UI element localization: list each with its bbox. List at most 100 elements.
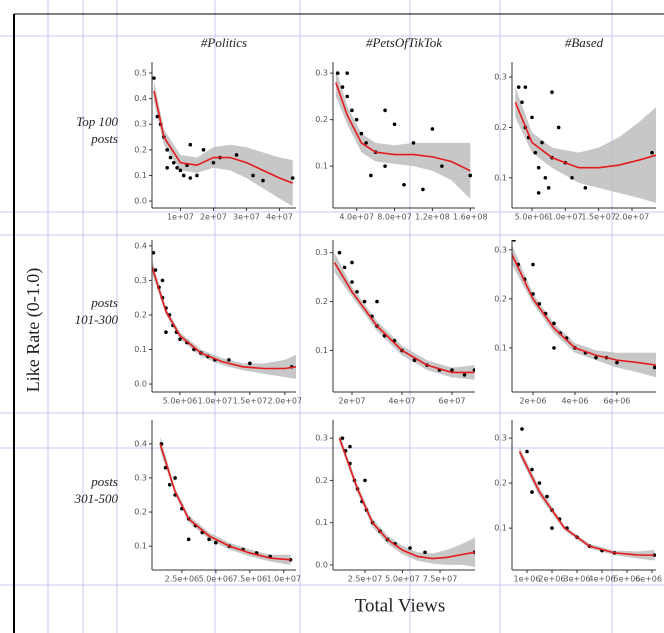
point bbox=[423, 550, 427, 555]
point bbox=[520, 427, 524, 431]
point bbox=[160, 278, 165, 283]
x-tick-label: 7.5e+07 bbox=[423, 575, 458, 584]
x-tick-label: 2e+07 bbox=[339, 397, 366, 406]
panel bbox=[152, 76, 295, 207]
point bbox=[201, 148, 206, 152]
point bbox=[652, 365, 656, 370]
point bbox=[155, 114, 160, 119]
y-tick-label: 0.2 bbox=[494, 123, 507, 132]
row-label: 301-500 bbox=[74, 491, 119, 506]
point bbox=[533, 150, 538, 155]
point bbox=[411, 141, 416, 145]
y-tick-label: 0.1 bbox=[494, 524, 507, 533]
x-tick-label: 2.5e+07 bbox=[348, 575, 383, 584]
point bbox=[540, 140, 544, 145]
y-tick-label: 0.2 bbox=[134, 508, 147, 517]
point bbox=[383, 164, 387, 168]
y-tick-label: 0.1 bbox=[315, 518, 328, 527]
point bbox=[472, 368, 475, 372]
point bbox=[468, 173, 473, 178]
x-tick-label: 6e+06 bbox=[604, 397, 631, 406]
point bbox=[516, 85, 521, 89]
x-tick-label: 2e+07 bbox=[200, 213, 227, 222]
point bbox=[570, 175, 574, 180]
point bbox=[525, 449, 529, 454]
point bbox=[402, 182, 406, 187]
y-tick-label: 0.0 bbox=[134, 197, 147, 206]
panel bbox=[338, 433, 475, 568]
trend-line bbox=[152, 266, 296, 370]
x-tick-label: 2e+06 bbox=[520, 397, 547, 406]
point bbox=[364, 141, 368, 145]
point bbox=[211, 160, 216, 165]
x-tick-label: 5e+06 bbox=[614, 575, 641, 584]
point bbox=[290, 176, 295, 180]
panel bbox=[333, 250, 475, 380]
point bbox=[178, 337, 182, 341]
panel bbox=[518, 427, 656, 561]
x-tick-label: 2.0e+07 bbox=[615, 213, 650, 222]
panel bbox=[335, 68, 473, 199]
point bbox=[383, 108, 387, 113]
x-tick-label: 2e+06 bbox=[539, 575, 566, 584]
point bbox=[583, 186, 588, 190]
x-tick-label: 1e+06 bbox=[514, 575, 541, 584]
point bbox=[345, 94, 350, 99]
point bbox=[408, 546, 412, 550]
x-tick-label: 5.0e+07 bbox=[385, 575, 420, 584]
y-tick-label: 0.2 bbox=[315, 115, 328, 124]
point bbox=[363, 478, 367, 483]
panel bbox=[152, 250, 296, 379]
row-label: 101-300 bbox=[75, 312, 119, 327]
x-tick-label: 4.0e+07 bbox=[339, 213, 374, 222]
point bbox=[359, 131, 364, 136]
row-label: Top 100 bbox=[76, 114, 118, 129]
x-tick-label: 8.0e+07 bbox=[377, 213, 412, 222]
trend-line bbox=[512, 254, 656, 366]
point bbox=[350, 260, 354, 265]
point bbox=[531, 262, 535, 267]
point bbox=[188, 142, 193, 147]
point bbox=[421, 187, 425, 192]
point bbox=[594, 355, 598, 360]
point bbox=[164, 330, 168, 335]
point bbox=[430, 127, 435, 131]
y-axis-label: Like Rate (0-1.0) bbox=[23, 268, 44, 392]
trend-line bbox=[335, 82, 471, 172]
point bbox=[165, 165, 169, 170]
y-tick-label: 0.4 bbox=[134, 241, 147, 250]
confidence-band bbox=[152, 259, 296, 379]
y-tick-label: 0.3 bbox=[315, 69, 328, 78]
point bbox=[171, 160, 176, 165]
point bbox=[462, 373, 467, 377]
trend-line bbox=[514, 101, 656, 169]
point bbox=[512, 240, 516, 242]
panel bbox=[512, 240, 656, 378]
x-tick-label: 1e+07 bbox=[167, 213, 194, 222]
x-tick-label: 4e+07 bbox=[266, 213, 293, 222]
point bbox=[537, 301, 542, 306]
y-tick-label: 0.2 bbox=[134, 145, 147, 154]
point bbox=[550, 90, 554, 95]
x-tick-label: 1.0e+07 bbox=[198, 397, 233, 406]
y-tick-label: 0.3 bbox=[315, 434, 328, 443]
x-tick-label: 1.5e+07 bbox=[581, 213, 616, 222]
point bbox=[536, 191, 541, 195]
point bbox=[450, 368, 454, 372]
panel bbox=[159, 437, 293, 565]
row-label: posts bbox=[90, 295, 118, 310]
y-tick-label: 0.3 bbox=[494, 434, 507, 443]
point bbox=[531, 292, 535, 296]
point bbox=[337, 250, 342, 255]
y-tick-label: 0.3 bbox=[134, 120, 147, 129]
point bbox=[342, 265, 347, 270]
y-tick-label: 0.3 bbox=[134, 473, 147, 482]
point bbox=[348, 444, 352, 449]
point bbox=[153, 268, 158, 272]
point bbox=[412, 358, 417, 363]
point bbox=[536, 165, 541, 170]
x-tick-label: 2.0e+07 bbox=[268, 397, 303, 406]
point bbox=[520, 100, 524, 105]
point bbox=[556, 125, 561, 130]
